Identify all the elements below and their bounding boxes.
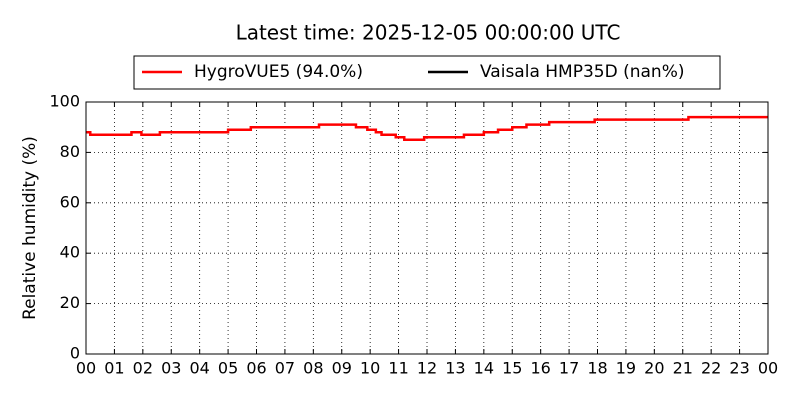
x-tick-label: 23	[729, 359, 749, 378]
x-tick-label: 04	[189, 359, 209, 378]
y-tick-label: 100	[49, 92, 80, 111]
x-tick-label: 12	[417, 359, 437, 378]
x-tick-label: 02	[133, 359, 153, 378]
y-tick-label: 80	[60, 142, 80, 161]
x-tick-label: 20	[644, 359, 664, 378]
x-tick-label: 09	[332, 359, 352, 378]
x-tick-label: 16	[530, 359, 550, 378]
x-tick-label: 08	[303, 359, 323, 378]
y-axis-label: Relative humidity (%)	[20, 136, 40, 320]
x-tick-label: 10	[360, 359, 380, 378]
x-tick-label: 17	[559, 359, 579, 378]
y-tick-label: 0	[70, 344, 80, 363]
chart-title: Latest time: 2025-12-05 00:00:00 UTC	[236, 21, 621, 45]
x-tick-label: 00	[76, 359, 96, 378]
x-tick-label: 07	[275, 359, 295, 378]
data-line	[86, 115, 768, 142]
legend-label: Vaisala HMP35D (nan%)	[480, 62, 684, 82]
plot-frame	[85, 101, 769, 355]
x-tick-label: 14	[474, 359, 494, 378]
x-tick-label: 06	[246, 359, 266, 378]
x-tick-label: 15	[502, 359, 522, 378]
legend-box	[133, 55, 721, 90]
x-tick-label: 19	[616, 359, 636, 378]
x-tick-label: 03	[161, 359, 181, 378]
x-tick-label: 21	[673, 359, 693, 378]
x-tick-label: 13	[445, 359, 465, 378]
legend-label: HygroVUE5 (94.0%)	[194, 62, 363, 82]
x-tick-label: 00	[758, 359, 778, 378]
x-tick-label: 01	[104, 359, 124, 378]
y-tick-label: 40	[60, 243, 80, 262]
x-tick-label: 18	[587, 359, 607, 378]
x-tick-label: 05	[218, 359, 238, 378]
x-tick-label: 22	[701, 359, 721, 378]
y-tick-label: 20	[60, 293, 80, 312]
x-tick-label: 11	[388, 359, 408, 378]
y-tick-label: 60	[60, 192, 80, 211]
